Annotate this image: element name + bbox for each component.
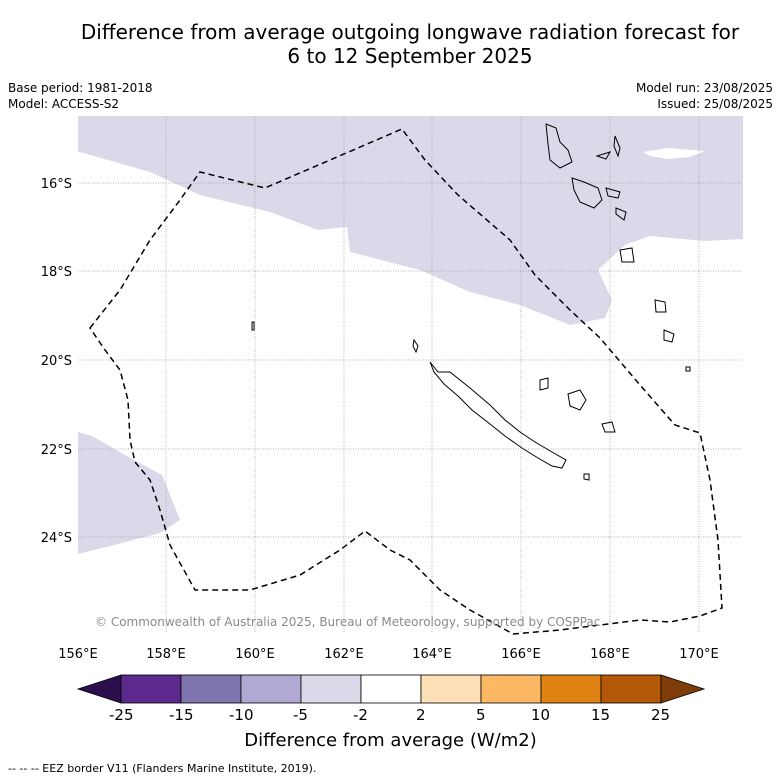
eez-border [89, 128, 723, 635]
colorbar-label-6: 2 [416, 706, 426, 724]
map-panel: © Commonwealth of Australia 2025, Bureau… [78, 116, 743, 635]
loyalty-mare-coast [601, 421, 616, 433]
colorbar-extend-low [76, 674, 122, 704]
colorbar-label-3: -10 [229, 706, 254, 724]
colorbar-label-5: -2 [353, 706, 368, 724]
vanuatu-espiritu-santo-coast [545, 123, 573, 169]
lon-tick-170e: 170°E [679, 647, 719, 662]
colorbar-bin-8 [540, 674, 602, 704]
graticule [78, 116, 743, 633]
isle-of-pines-coast [583, 473, 590, 481]
colorbar-bin-7 [480, 674, 542, 704]
copyright-note: © Commonwealth of Australia 2025, Bureau… [95, 615, 600, 629]
vanuatu-pentecost-coast [605, 187, 621, 199]
loyalty-far-east-1 [654, 299, 667, 313]
meta-left: Base period: 1981-2018 Model: ACCESS-S2 [8, 80, 153, 112]
coastlines [251, 123, 691, 481]
vanuatu-erromango-coast [619, 247, 635, 263]
colorbar [76, 674, 706, 704]
vanuatu-malakula-coast [571, 177, 603, 209]
model-run: Model run: 23/08/2025 [635, 81, 773, 95]
lon-tick-160e: 160°E [235, 647, 275, 662]
vanuatu-ambae-coast [595, 151, 612, 160]
lat-tick-18s: 18°S [41, 265, 72, 280]
colorbar-label-1: -25 [109, 706, 134, 724]
lon-tick-168e: 168°E [590, 647, 630, 662]
meta-right: Model run: 23/08/2025 Issued: 25/08/2025 [636, 80, 773, 112]
lon-tick-164e: 164°E [412, 647, 452, 662]
lon-tick-166e: 166°E [501, 647, 541, 662]
colorbar-bin-4 [300, 674, 362, 704]
map-title: Difference from average outgoing longwav… [0, 20, 781, 68]
title-line-2: 6 to 12 September 2025 [287, 44, 533, 68]
colorbar-label-4: -5 [293, 706, 308, 724]
colorbar-bin-5 [360, 674, 422, 704]
lat-ticks: 16°S 18°S 20°S 22°S 24°S [41, 177, 72, 546]
colorbar-bin-1 [120, 674, 182, 704]
eez-footnote: -- -- -- EEZ border V11 (Flanders Marine… [8, 762, 317, 775]
lon-tick-158e: 158°E [146, 647, 186, 662]
vanuatu-maewo-coast [613, 135, 621, 158]
new-caledonia-coast [429, 361, 567, 469]
small-island-east [685, 366, 691, 372]
colorbar-bin-2 [180, 674, 242, 704]
lon-ticks: 156°E 158°E 160°E 162°E 164°E 166°E 168°… [58, 647, 719, 662]
belep-islands-coast [412, 338, 419, 354]
loyalty-ouvea-coast [539, 377, 549, 391]
issued-date: Issued: 25/08/2025 [657, 97, 773, 111]
lat-tick-20s: 20°S [41, 354, 72, 369]
colorbar-label-9: 15 [591, 706, 611, 724]
anomaly-region-north [78, 116, 743, 325]
colorbar-bin-6 [420, 674, 482, 704]
lat-tick-16s: 16°S [41, 177, 72, 192]
colorbar-bin-3 [240, 674, 302, 704]
lat-tick-22s: 22°S [41, 443, 72, 458]
loyalty-lifou-coast [567, 389, 587, 411]
white-patch [643, 148, 705, 159]
lon-tick-156e: 156°E [58, 647, 98, 662]
title-line-1: Difference from average outgoing longwav… [80, 20, 740, 44]
small-island-west [251, 321, 255, 331]
colorbar-label-10: 25 [651, 706, 671, 724]
colorbar-bin-9 [600, 674, 662, 704]
colorbar-label-8: 10 [531, 706, 551, 724]
vanuatu-efate-coast [615, 207, 627, 221]
colorbar-extend-high [660, 674, 706, 704]
lat-tick-24s: 24°S [41, 531, 72, 546]
colorbar-title: Difference from average (W/m2) [244, 730, 537, 751]
base-period: Base period: 1981-2018 [8, 81, 153, 95]
loyalty-far-east-2 [663, 329, 675, 343]
model-name: Model: ACCESS-S2 [8, 97, 120, 111]
colorbar-label-7: 5 [476, 706, 486, 724]
colorbar-label-2: -15 [169, 706, 194, 724]
lon-tick-162e: 162°E [324, 647, 364, 662]
anomaly-region-west [78, 432, 180, 554]
